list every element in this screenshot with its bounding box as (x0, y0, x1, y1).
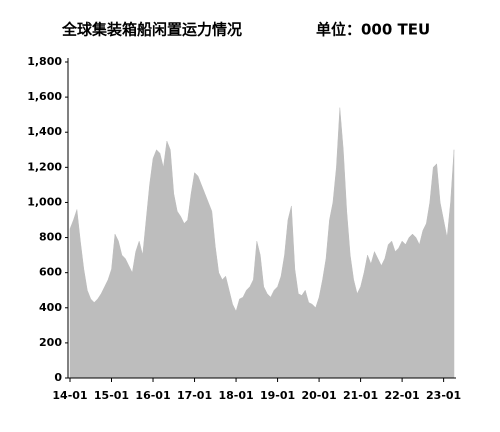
x-tick-label: 23-01 (426, 389, 461, 402)
area (69, 107, 455, 379)
y-tick-label: 0 (54, 371, 62, 384)
y-tick-label: 400 (39, 301, 62, 314)
y-tick-label: 1,400 (27, 125, 62, 138)
x-tick-label: 15-01 (94, 389, 129, 402)
chart-title: 全球集装箱船闲置运力情况 (61, 21, 242, 39)
x-tick-label: 16-01 (135, 389, 170, 402)
y-tick-label: 1,200 (27, 160, 62, 173)
y-tick-label: 1,800 (27, 55, 62, 68)
x-tick-label: 14-01 (52, 389, 87, 402)
y-tick-label: 1,600 (27, 90, 62, 103)
x-tick-label: 20-01 (301, 389, 336, 402)
x-tick-label: 19-01 (260, 389, 295, 402)
y-tick-label: 600 (39, 266, 62, 279)
y-tick-label: 800 (39, 231, 62, 244)
x-tick-label: 18-01 (218, 389, 253, 402)
y-tick-label: 200 (39, 336, 62, 349)
x-tick-label: 22-01 (385, 389, 420, 402)
chart-subtitle: 单位：000 TEU (316, 21, 430, 39)
x-tick-label: 17-01 (177, 389, 212, 402)
x-tick-label: 21-01 (343, 389, 378, 402)
y-tick-label: 1,000 (27, 195, 62, 208)
